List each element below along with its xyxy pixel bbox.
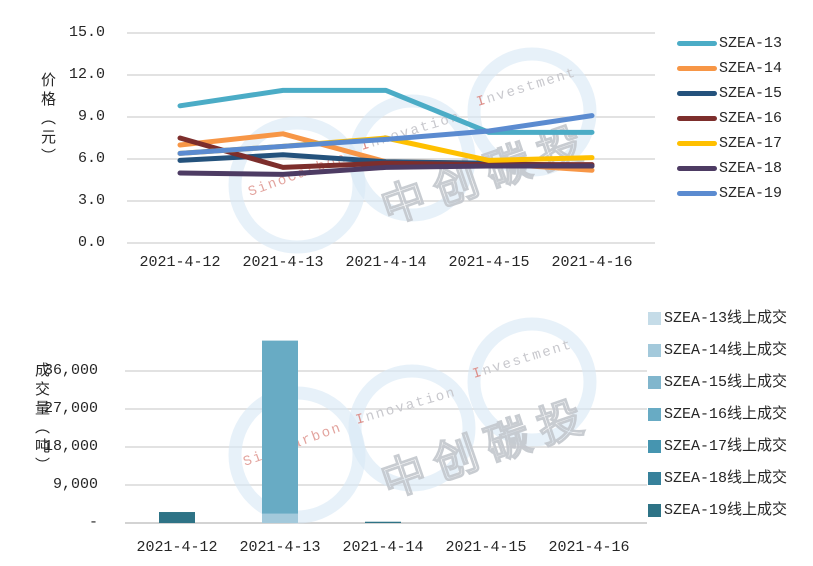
legend-label: SZEA-16线上成交 bbox=[664, 406, 788, 423]
series-line-SZEA-18 bbox=[177, 163, 595, 177]
legend-item-SZEA-13: SZEA-13 bbox=[677, 35, 782, 52]
legend-item-SZEA-18线上成交: SZEA-18线上成交 bbox=[648, 470, 787, 487]
legend-swatch bbox=[648, 472, 661, 485]
y-tick-label: 9,000 bbox=[52, 476, 98, 493]
legend-label: SZEA-16 bbox=[719, 110, 783, 127]
x-axis-label: 2021-4-15 bbox=[445, 539, 527, 556]
legend-label: SZEA-19线上成交 bbox=[664, 502, 788, 519]
series-line-SZEA-13 bbox=[177, 87, 595, 135]
x-axis-label: 2021-4-13 bbox=[242, 254, 324, 271]
legend-item-SZEA-13线上成交: SZEA-13线上成交 bbox=[648, 310, 787, 327]
legend-label: SZEA-15 bbox=[719, 85, 783, 102]
y-tick-label: 3.0 bbox=[77, 192, 105, 209]
legend-swatch bbox=[648, 408, 661, 421]
volume-axis-title: 成交量（吨） bbox=[32, 362, 49, 476]
legend-item-SZEA-15线上成交: SZEA-15线上成交 bbox=[648, 374, 787, 391]
watermark-ring bbox=[467, 47, 597, 177]
legend-item-SZEA-18: SZEA-18 bbox=[677, 160, 782, 177]
y-tick-label: 0.0 bbox=[77, 234, 105, 251]
watermark-ring bbox=[467, 317, 597, 447]
y-tick-label: 36,000 bbox=[43, 362, 98, 379]
legend-swatch bbox=[677, 41, 717, 46]
bar-segment-SZEA-14线上成交 bbox=[262, 513, 298, 523]
legend-item-SZEA-14线上成交: SZEA-14线上成交 bbox=[648, 342, 787, 359]
x-axis-label: 2021-4-14 bbox=[345, 254, 427, 271]
legend-item-SZEA-16: SZEA-16 bbox=[677, 110, 782, 127]
y-tick-label: 27,000 bbox=[43, 400, 98, 417]
legend-item-SZEA-15: SZEA-15 bbox=[677, 85, 782, 102]
legend-label: SZEA-17线上成交 bbox=[664, 438, 788, 455]
y-tick-label: 15.0 bbox=[68, 24, 105, 41]
x-axis-label: 2021-4-12 bbox=[139, 254, 221, 271]
legend-swatch bbox=[677, 91, 717, 96]
legend-label: SZEA-13线上成交 bbox=[664, 310, 788, 327]
legend-swatch bbox=[648, 504, 661, 517]
legend-swatch bbox=[648, 376, 661, 389]
legend-item-SZEA-19线上成交: SZEA-19线上成交 bbox=[648, 502, 787, 519]
x-axis-label: 2021-4-13 bbox=[239, 539, 321, 556]
legend-swatch bbox=[677, 116, 717, 121]
legend-item-SZEA-19: SZEA-19 bbox=[677, 185, 782, 202]
y-tick-label: 12.0 bbox=[68, 66, 105, 83]
legend-item-SZEA-16线上成交: SZEA-16线上成交 bbox=[648, 406, 787, 423]
series-line-SZEA-19 bbox=[177, 113, 595, 156]
legend-swatch bbox=[648, 440, 661, 453]
y-tick-label: 18,000 bbox=[43, 438, 98, 455]
legend-item-SZEA-14: SZEA-14 bbox=[677, 60, 782, 77]
legend-label: SZEA-14 bbox=[719, 60, 783, 77]
legend-label: SZEA-18线上成交 bbox=[664, 470, 788, 487]
legend-label: SZEA-14线上成交 bbox=[664, 342, 788, 359]
bar-segment-SZEA-16线上成交 bbox=[262, 340, 298, 514]
bar-segment-SZEA-19线上成交 bbox=[159, 512, 195, 523]
y-tick-label: 6.0 bbox=[77, 150, 105, 167]
x-axis-label: 2021-4-16 bbox=[551, 254, 633, 271]
legend-swatch bbox=[677, 141, 717, 146]
bar-segment-SZEA-19线上成交 bbox=[365, 521, 401, 523]
x-axis-label: 2021-4-12 bbox=[136, 539, 218, 556]
price-axis-title: 价格（元） bbox=[38, 72, 55, 167]
legend-swatch bbox=[648, 344, 661, 357]
x-axis-label: 2021-4-15 bbox=[448, 254, 530, 271]
legend-label: SZEA-18 bbox=[719, 160, 783, 177]
y-tick-label: 9.0 bbox=[77, 108, 105, 125]
watermark-ring bbox=[348, 364, 476, 492]
x-axis-label: 2021-4-16 bbox=[548, 539, 630, 556]
legend-label: SZEA-15线上成交 bbox=[664, 374, 788, 391]
legend-label: SZEA-19 bbox=[719, 185, 783, 202]
legend-swatch bbox=[648, 312, 661, 325]
legend-label: SZEA-17 bbox=[719, 135, 783, 152]
legend-swatch bbox=[677, 166, 717, 171]
legend-swatch bbox=[677, 66, 717, 71]
y-tick-label: - bbox=[88, 514, 98, 531]
legend-item-SZEA-17: SZEA-17 bbox=[677, 135, 782, 152]
x-axis-label: 2021-4-14 bbox=[342, 539, 424, 556]
legend-item-SZEA-17线上成交: SZEA-17线上成交 bbox=[648, 438, 787, 455]
legend-swatch bbox=[677, 191, 717, 196]
legend-label: SZEA-13 bbox=[719, 35, 783, 52]
